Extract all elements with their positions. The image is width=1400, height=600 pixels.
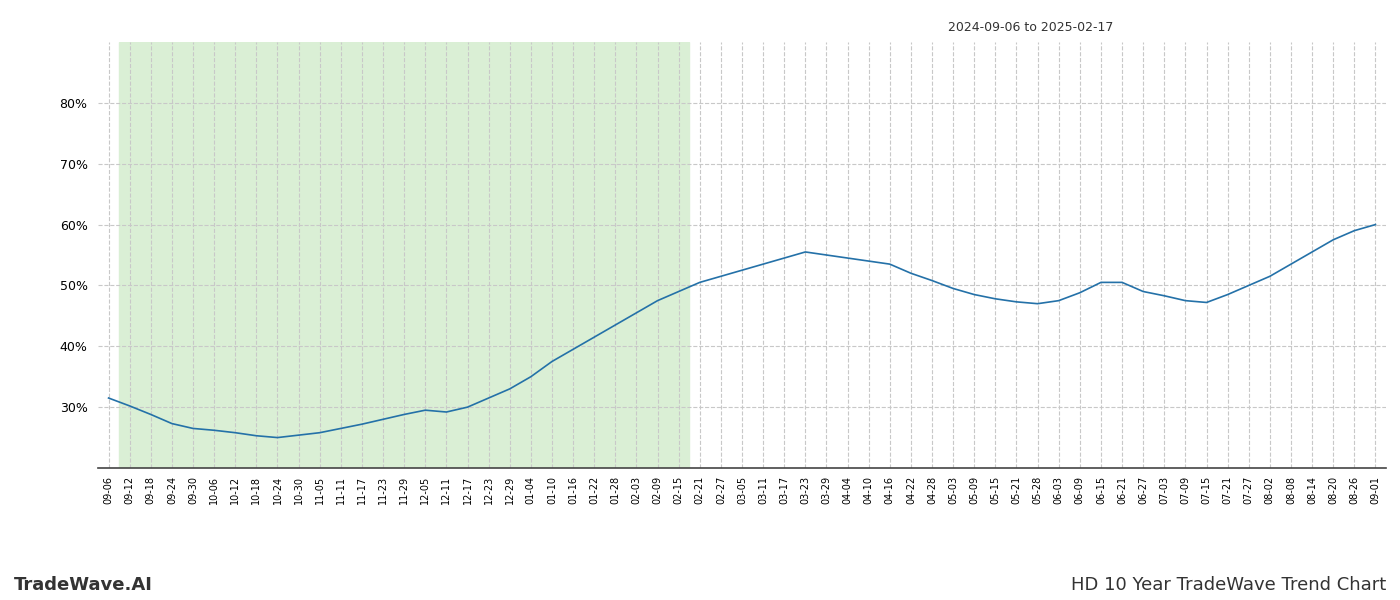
Text: HD 10 Year TradeWave Trend Chart: HD 10 Year TradeWave Trend Chart (1071, 576, 1386, 594)
Text: 2024-09-06 to 2025-02-17: 2024-09-06 to 2025-02-17 (948, 21, 1113, 34)
Bar (119, 42, 689, 468)
Text: TradeWave.AI: TradeWave.AI (14, 576, 153, 594)
